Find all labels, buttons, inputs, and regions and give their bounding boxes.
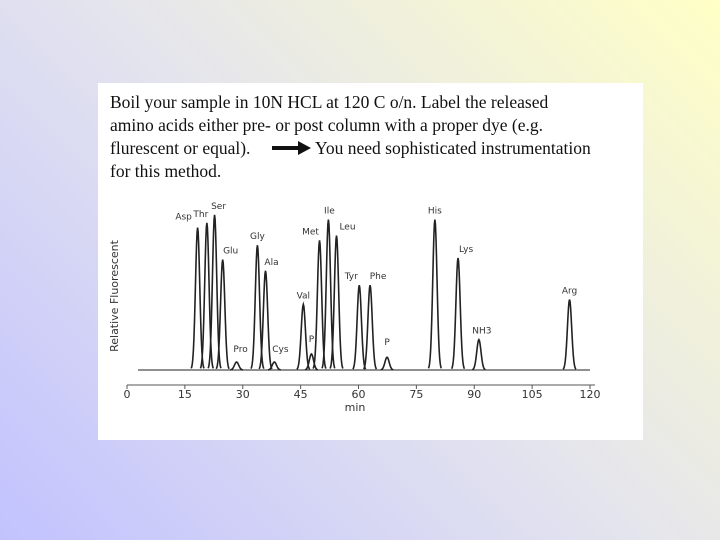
peak-label: Glu bbox=[223, 247, 238, 257]
peak bbox=[352, 285, 367, 370]
peak bbox=[562, 299, 577, 370]
content-card bbox=[98, 83, 643, 440]
peak bbox=[450, 257, 466, 370]
peak-label: Phe bbox=[370, 272, 387, 282]
x-tick-label: 75 bbox=[409, 388, 423, 401]
peak-label: Leu bbox=[339, 223, 355, 233]
x-tick-label: 0 bbox=[124, 388, 131, 401]
peak bbox=[363, 285, 378, 370]
peak-label: His bbox=[428, 207, 442, 217]
peak-label: Gly bbox=[250, 232, 265, 242]
peak bbox=[472, 337, 486, 371]
peak bbox=[230, 361, 244, 371]
x-tick-label: 120 bbox=[580, 388, 601, 401]
peak-label: Ser bbox=[211, 202, 226, 212]
peak bbox=[329, 235, 344, 369]
x-tick-label: 30 bbox=[236, 388, 250, 401]
peak-label: Arg bbox=[562, 287, 577, 297]
peak-label: Tyr bbox=[344, 272, 358, 282]
peak bbox=[296, 301, 311, 370]
x-tick-label: 45 bbox=[294, 388, 308, 401]
x-tick-label: 105 bbox=[522, 388, 543, 401]
y-axis-label: Relative Fluorescent bbox=[108, 239, 121, 352]
peak bbox=[215, 259, 230, 370]
peak-label: Asp bbox=[175, 213, 192, 223]
peak-label: Lys bbox=[459, 245, 474, 255]
arrow bbox=[272, 141, 311, 155]
peak bbox=[267, 361, 281, 371]
peak bbox=[380, 356, 394, 371]
body-line: amino acids either pre- or post column w… bbox=[110, 115, 543, 135]
peak-label: Val bbox=[297, 291, 310, 301]
peak bbox=[427, 219, 443, 369]
x-tick-label: 15 bbox=[178, 388, 192, 401]
x-axis-label: min bbox=[345, 401, 366, 414]
peak bbox=[304, 352, 319, 371]
arrow-text: You need sophisticated instrumentation bbox=[315, 138, 591, 158]
peak bbox=[258, 270, 273, 370]
peak-label: Ile bbox=[324, 207, 335, 217]
peak bbox=[199, 222, 214, 369]
peak-label: Thr bbox=[192, 210, 208, 220]
body-line: Boil your sample in 10N HCL at 120 C o/n… bbox=[110, 92, 548, 112]
arrow-text: for this method. bbox=[110, 161, 221, 181]
peak-label: Ala bbox=[264, 258, 278, 268]
peak-label: Pro bbox=[233, 345, 248, 355]
peak-label: P bbox=[384, 338, 390, 348]
peak-label: P bbox=[309, 335, 315, 345]
peak-label: NH3 bbox=[472, 327, 491, 337]
body-line: flurescent or equal). bbox=[110, 138, 250, 158]
peak-label: Cys bbox=[272, 345, 289, 355]
x-tick-label: 90 bbox=[467, 388, 481, 401]
x-tick-label: 60 bbox=[352, 388, 366, 401]
peak-label: Met bbox=[302, 227, 319, 237]
